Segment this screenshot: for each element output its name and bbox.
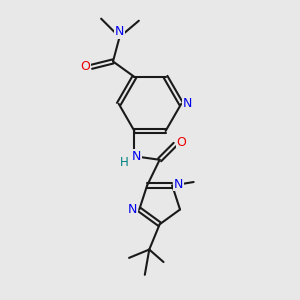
Text: N: N — [128, 203, 137, 216]
Text: O: O — [177, 136, 187, 149]
Text: N: N — [174, 178, 184, 190]
Text: N: N — [183, 98, 192, 110]
Text: N: N — [115, 25, 124, 38]
Text: N: N — [132, 150, 142, 163]
Text: H: H — [120, 156, 128, 169]
Text: O: O — [80, 60, 90, 73]
